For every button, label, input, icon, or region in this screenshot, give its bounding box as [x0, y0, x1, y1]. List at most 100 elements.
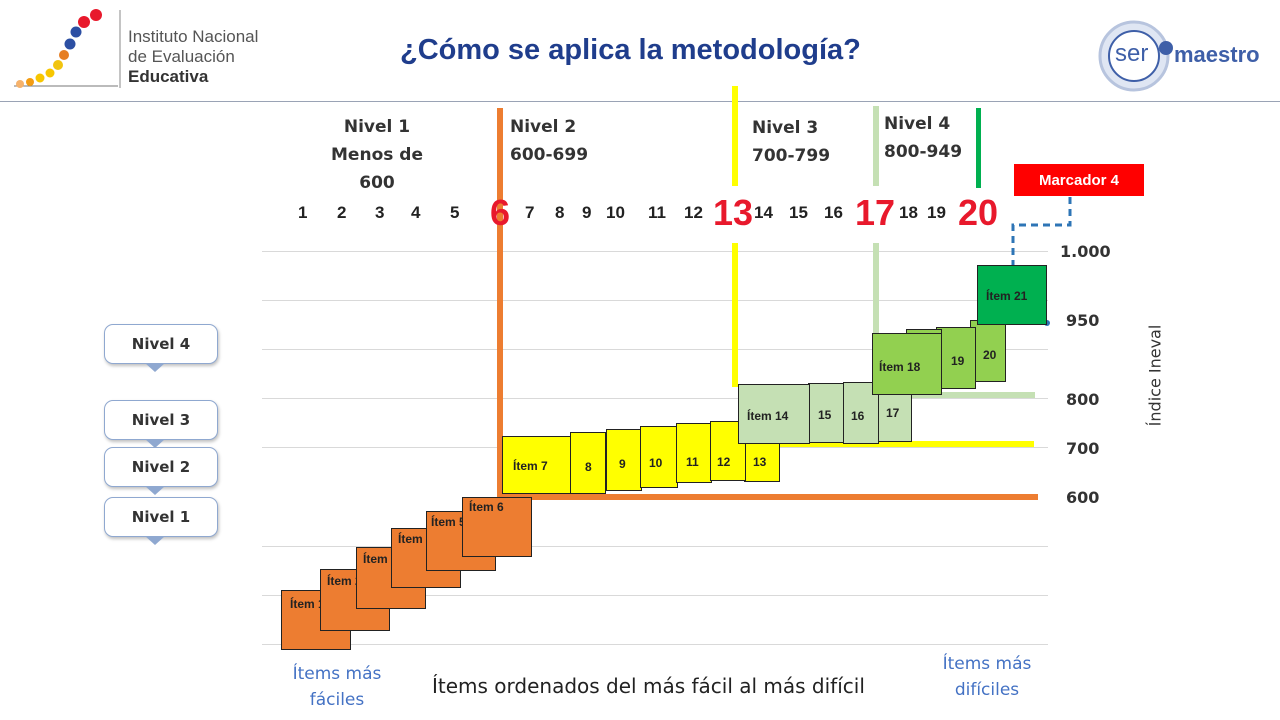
item-label: Ítem 5 [431, 515, 466, 529]
item-label: 17 [886, 406, 900, 420]
cut-number: 20 [958, 192, 999, 233]
item-label: Ítem 14 [747, 409, 789, 423]
sermaestro-word: maestro [1174, 42, 1260, 67]
callout-level-4-label: Nivel 4 [131, 335, 191, 353]
level-3-name: Nivel 3 [752, 118, 819, 138]
level-1-header: Nivel 1 Menos de 600 [312, 113, 442, 197]
hard-note-line-2: difíciles [954, 680, 1020, 700]
institute-name: Instituto Nacional de Evaluación Educati… [128, 27, 258, 87]
ruler-number: 5 [450, 203, 460, 222]
ruler-number: 9 [582, 203, 592, 222]
level-4-range: 800-949 [884, 142, 963, 162]
item-label: Ítem 4 [398, 532, 433, 546]
item-card: 8 [570, 432, 606, 494]
item-card: 9 [606, 429, 642, 491]
threshold-700 [732, 441, 1034, 447]
ruler-number: 10 [606, 203, 625, 222]
callout-level-3: Nivel 3 [104, 400, 218, 448]
gridline [262, 595, 1048, 596]
item-label: 19 [951, 354, 965, 368]
cutline-level-2 [497, 108, 503, 502]
item-label: Ítem 1 [290, 597, 325, 611]
item-card: Ítem 18 [872, 333, 942, 395]
gridline [262, 349, 1048, 350]
x-axis-caption: Ítems ordenados del más fácil al más dif… [432, 674, 865, 698]
item-card: Ítem 14 [738, 384, 810, 444]
item-label: Ítem 21 [986, 289, 1028, 303]
cutline-level-4-lower [873, 243, 879, 333]
ruler-number: 15 [789, 203, 808, 222]
item-card: Ítem 7 [502, 436, 572, 494]
institute-logo-icon [14, 9, 121, 88]
callout-level-1: Nivel 1 [104, 497, 218, 545]
institute-line-2: de Evaluación [128, 47, 235, 66]
item-label: 11 [686, 455, 699, 469]
y-tick-1000: 1.000 [1060, 242, 1111, 261]
cut-number: 13 [713, 192, 754, 233]
hard-note-line-1: Ítems más [942, 654, 1032, 674]
item-card: Ítem 2 [320, 569, 390, 631]
institute-line-1: Instituto Nacional [128, 27, 259, 46]
level-2-range: 600-699 [510, 145, 589, 165]
marker-label: Marcador 4 [1038, 171, 1120, 189]
level-1-range: Menos de 600 [331, 145, 423, 193]
ruler-number: 14 [754, 203, 773, 222]
item-label: Ítem 7 [513, 459, 548, 473]
ruler-number: 8 [555, 203, 565, 222]
easy-note-line-2: fáciles [309, 690, 365, 710]
y-tick-600: 600 [1066, 488, 1100, 507]
y-tick-800: 800 [1066, 390, 1100, 409]
header-divider [0, 101, 1280, 102]
item-label: 8 [585, 460, 592, 474]
ruler-number: 11 [648, 203, 666, 222]
level-4-header: Nivel 4 800-949 [884, 110, 962, 166]
cut-number: 17 [855, 192, 896, 233]
callout-level-4: Nivel 4 [104, 324, 218, 372]
callout-level-1-label: Nivel 1 [131, 508, 191, 526]
ruler-number: 3 [375, 203, 385, 222]
page-title: ¿Cómo se aplica la metodología? [400, 34, 861, 66]
level-3-range: 700-799 [752, 146, 831, 166]
item-label: 9 [619, 457, 626, 471]
item-label: 10 [649, 456, 663, 470]
item-card: 19 [936, 327, 976, 389]
y-tick-950: 950 [1066, 311, 1100, 330]
ruler-number: 16 [824, 203, 843, 222]
item-label: Ítem 18 [879, 360, 921, 374]
institute-line-3: Educativa [128, 67, 209, 86]
ruler-number: 19 [927, 203, 946, 222]
marker-badge: Marcador 4 [1014, 164, 1144, 196]
item-label: 16 [851, 409, 865, 423]
callout-level-2-label: Nivel 2 [131, 458, 191, 476]
y-axis-label: Índice Ineval [1145, 324, 1165, 427]
gridline [262, 251, 1048, 252]
sermaestro-circle-text: ser [1115, 40, 1149, 67]
sermaestro-logo: ser maestro [1096, 18, 1268, 94]
ruler-number: 2 [337, 203, 347, 222]
callout-level-2: Nivel 2 [104, 447, 218, 495]
cutline-level-3-lower [732, 243, 738, 387]
callout-level-3-label: Nivel 3 [131, 411, 191, 429]
level-1-name: Nivel 1 [343, 117, 411, 137]
easy-note-line-1: Ítems más [292, 664, 382, 684]
cutline-level-3 [732, 86, 738, 186]
ruler-number: 18 [899, 203, 918, 222]
item-label: 15 [818, 408, 832, 422]
gridline [262, 300, 1048, 301]
y-tick-700: 700 [1066, 439, 1100, 458]
gridline [262, 644, 1048, 645]
gridline [262, 546, 1048, 547]
ruler-number: 1 [298, 203, 308, 222]
item-label: 20 [983, 348, 997, 362]
level-4-name: Nivel 4 [884, 114, 951, 134]
ruler-number: 4 [411, 203, 421, 222]
item-label: 12 [717, 455, 731, 469]
item-card: Ítem 6 [462, 497, 532, 557]
sermaestro-logo-icon [1098, 20, 1173, 92]
easy-items-note: Ítems más fáciles [282, 661, 392, 713]
institute-logo [8, 6, 126, 94]
threshold-800 [873, 392, 1035, 398]
item-label: Ítem 3 [363, 552, 398, 566]
level-2-header: Nivel 2 600-699 [510, 113, 588, 169]
item-card: 10 [640, 426, 678, 488]
